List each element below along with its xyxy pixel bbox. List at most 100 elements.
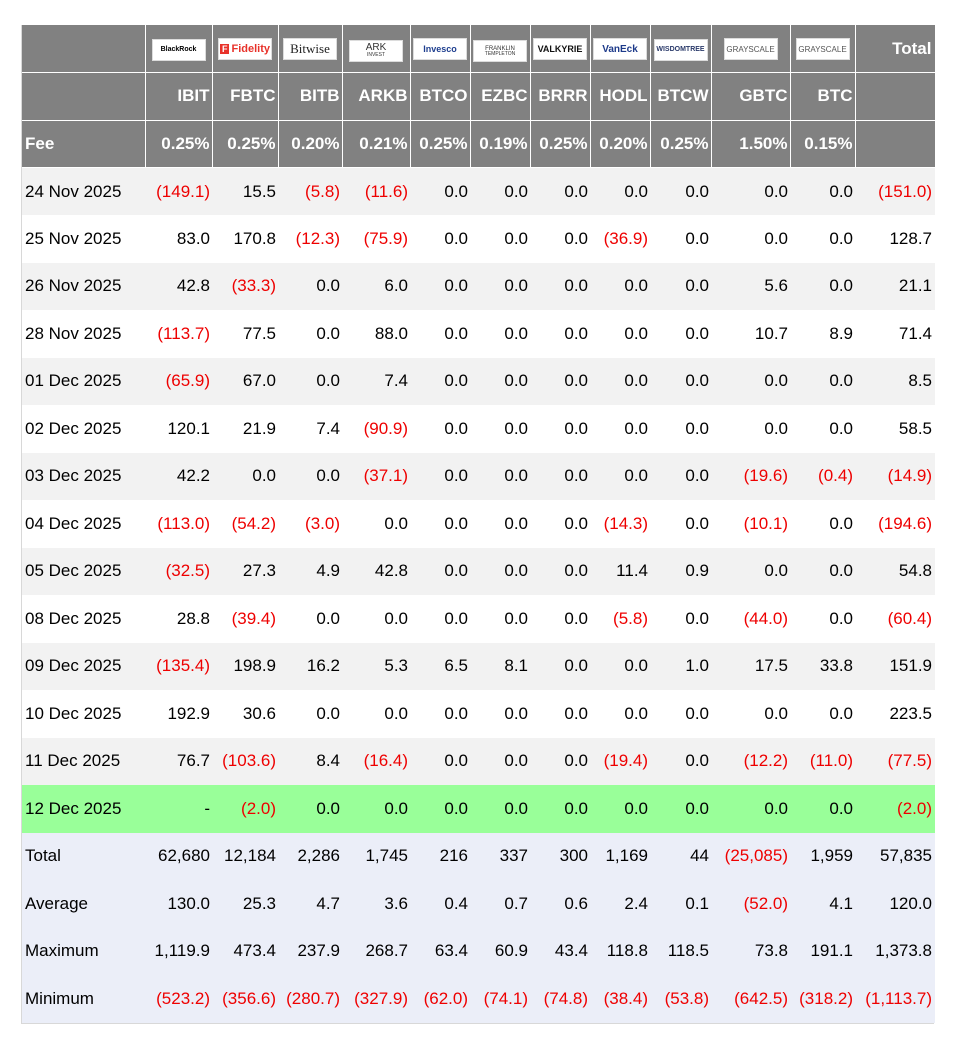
flow-cell: 0.0 (470, 452, 530, 500)
flow-cell: 67.0 (212, 357, 278, 405)
logo-text: BlackRock (160, 46, 197, 54)
flow-cell: 0.0 (590, 785, 650, 833)
summary-cell: (642.5) (711, 975, 790, 1023)
flow-cell: 0.0 (342, 500, 410, 548)
flow-cell: 0.0 (790, 547, 855, 595)
summary-total: (1,113.7) (855, 975, 935, 1023)
summary-cell: 62,680 (145, 832, 212, 880)
flow-cell: 0.0 (278, 262, 342, 310)
summary-cell: 4.1 (790, 880, 855, 928)
franklin-templeton-logo: FRANKLIN TEMPLETON (473, 40, 527, 63)
flow-cell: (5.8) (278, 167, 342, 215)
flow-cell: 0.0 (530, 405, 590, 453)
summary-cell: (356.6) (212, 975, 278, 1023)
fee-label: Fee (22, 120, 146, 168)
table-row: 04 Dec 2025 (113.0) (54.2) (3.0) 0.0 0.0 0.0 0.… (22, 500, 935, 548)
flow-cell: 77.5 (212, 310, 278, 358)
logo-text: Fidelity (231, 43, 270, 55)
flow-cell: 0.0 (470, 737, 530, 785)
flow-cell: (54.2) (212, 500, 278, 548)
summary-cell: 191.1 (790, 927, 855, 975)
flow-cell: 0.0 (278, 690, 342, 738)
row-total: 151.9 (855, 642, 935, 690)
issuer-logo-cell: VALKYRIE (530, 25, 591, 73)
flow-cell: 0.0 (790, 357, 855, 405)
grayscale-logo: GRAYSCALE (723, 38, 778, 61)
flow-cell: 0.0 (790, 500, 855, 548)
flow-cell: 33.8 (790, 642, 855, 690)
flow-cell: 192.9 (145, 690, 212, 738)
table-row: 12 Dec 2025- (2.0) 0.0 0.0 0.0 0.0 0.0 0.0 0.0 0.… (22, 785, 935, 833)
fee-brrr: 0.25% (530, 120, 591, 168)
ticker-gbtc: GBTC (711, 72, 791, 121)
fee-ezbc: 0.19% (470, 120, 531, 168)
fee-hodl: 0.20% (590, 120, 651, 168)
ticker-arkb: ARKB (342, 72, 411, 121)
flow-cell: (32.5) (145, 547, 212, 595)
table-row: 25 Nov 2025 83.0 170.8 (12.3) (75.9) 0.0 0.0 0.… (22, 215, 935, 263)
flow-cell: (36.9) (590, 215, 650, 263)
bitcoin-etf-flows-table: BlackRock F Fidelity Bitwise ARK INVEST Invesc… (22, 25, 936, 1023)
flow-cell: 0.0 (410, 690, 470, 738)
flow-cell: 0.0 (711, 357, 790, 405)
table-body: 24 Nov 2025 (149.1) 15.5 (5.8) (11.6) 0.0 0.0 0… (22, 167, 935, 1023)
flow-cell: 0.0 (530, 357, 590, 405)
logo-text: VALKYRIE (537, 44, 583, 54)
summary-cell: 473.4 (212, 927, 278, 975)
row-date: 11 Dec 2025 (22, 737, 145, 785)
flow-cell: 8.9 (790, 310, 855, 358)
summary-cell: 43.4 (530, 927, 590, 975)
flow-cell: 8.4 (278, 737, 342, 785)
summary-cell: (523.2) (145, 975, 212, 1023)
table-row: 11 Dec 2025 76.7 (103.6) 8.4 (16.4) 0.0 0.0 0.0… (22, 737, 935, 785)
summary-cell: 25.3 (212, 880, 278, 928)
flow-cell: (113.0) (145, 500, 212, 548)
flow-cell: 0.0 (790, 785, 855, 833)
flow-cell: 0.0 (790, 215, 855, 263)
row-date: 04 Dec 2025 (22, 500, 145, 548)
flow-cell: 0.0 (590, 262, 650, 310)
flow-cell: 0.0 (650, 785, 711, 833)
row-date: 25 Nov 2025 (22, 215, 145, 263)
flow-cell: 6.5 (410, 642, 470, 690)
table-row: 28 Nov 2025 (113.7) 77.5 0.0 88.0 0.0 0.0 0.0 0.… (22, 310, 935, 358)
row-date: 24 Nov 2025 (22, 167, 145, 215)
fidelity-logo: F Fidelity (218, 38, 272, 60)
flow-cell: 0.0 (470, 405, 530, 453)
summary-cell: (25,085) (711, 832, 790, 880)
issuer-logo-cell: WISDOMTREE (650, 25, 712, 73)
summary-row: Maximum 1,119.9 473.4 237.9 268.7 63.4 60.9 43.… (22, 927, 935, 975)
issuer-logo-row: BlackRock F Fidelity Bitwise ARK INVEST Invesc… (22, 25, 936, 73)
flow-cell: 0.0 (650, 737, 711, 785)
fidelity-mark-icon: F (219, 44, 230, 54)
flow-cell: 15.5 (212, 167, 278, 215)
flow-cell: 0.0 (278, 357, 342, 405)
summary-total: 57,835 (855, 832, 935, 880)
header-blank-cell (22, 72, 146, 121)
summary-cell: 44 (650, 832, 711, 880)
flow-cell: 42.8 (342, 547, 410, 595)
summary-cell: 2.4 (590, 880, 650, 928)
flow-cell: 0.0 (410, 595, 470, 643)
flow-cell: (44.0) (711, 595, 790, 643)
grayscale-logo: GRAYSCALE (795, 38, 850, 61)
flow-cell: 0.0 (711, 690, 790, 738)
fee-ibit: 0.25% (145, 120, 213, 168)
fee-btc: 0.15% (790, 120, 856, 168)
flow-cell: 0.0 (650, 500, 711, 548)
flow-cell: 0.0 (410, 310, 470, 358)
flow-cell: 0.0 (590, 167, 650, 215)
flow-cell: 6.0 (342, 262, 410, 310)
issuer-logo-cell: GRAYSCALE (790, 25, 856, 73)
row-total: 21.1 (855, 262, 935, 310)
flow-cell: 0.0 (530, 595, 590, 643)
ticker-bitb: BITB (278, 72, 343, 121)
table-header: BlackRock F Fidelity Bitwise ARK INVEST Invesc… (22, 25, 936, 168)
flow-cell: (149.1) (145, 167, 212, 215)
summary-cell: 12,184 (212, 832, 278, 880)
row-total: (194.6) (855, 500, 935, 548)
flow-cell: (103.6) (212, 737, 278, 785)
summary-cell: 1,119.9 (145, 927, 212, 975)
flow-cell: (75.9) (342, 215, 410, 263)
flow-cell: 0.0 (650, 452, 711, 500)
